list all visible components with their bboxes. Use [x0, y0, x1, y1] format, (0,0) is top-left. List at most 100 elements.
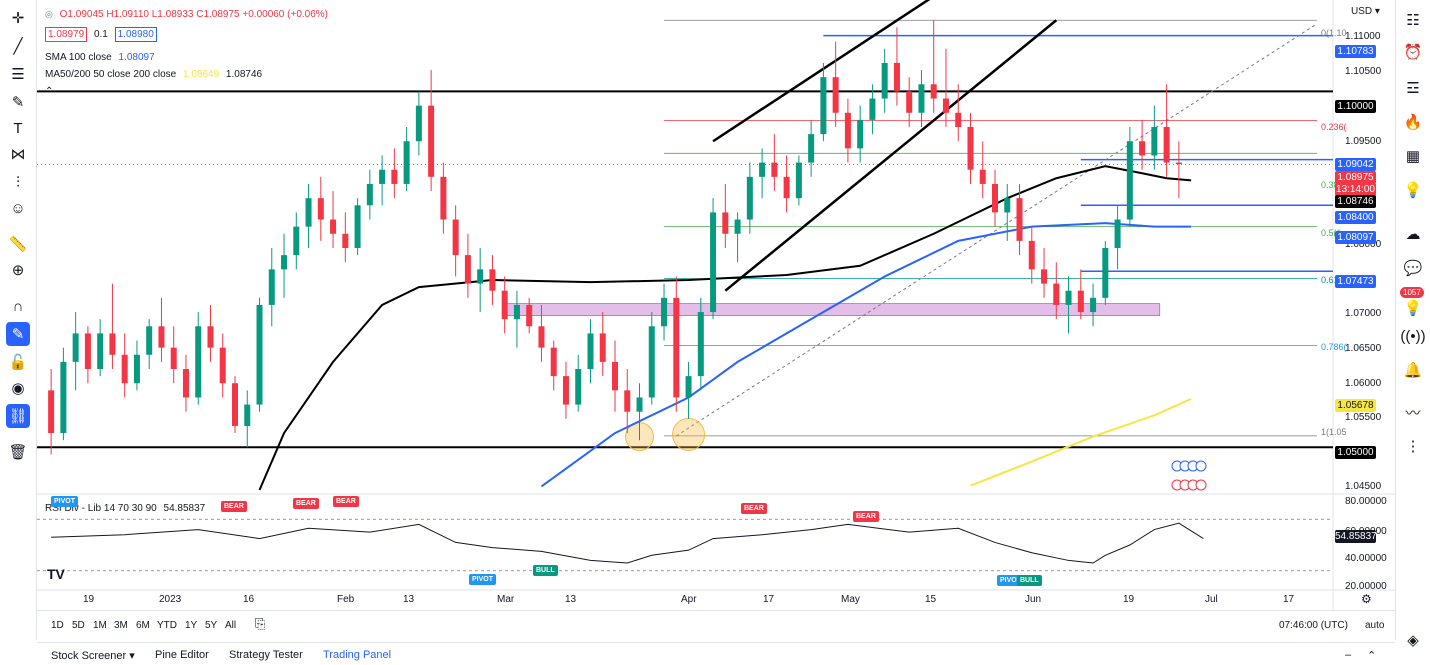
range-button-1m[interactable]: 1M [93, 620, 107, 631]
candle-body [256, 304, 263, 405]
candle-body [795, 162, 802, 199]
broadcast-icon[interactable]: ((•)) [1400, 327, 1426, 345]
layers-icon[interactable]: ◈ [1407, 632, 1419, 649]
settings-gear-icon[interactable]: ⚙ [1361, 592, 1372, 606]
tab-strategy-tester[interactable]: Strategy Tester [229, 649, 303, 661]
price-tag-hline: 1.07473 [1335, 275, 1376, 288]
hotlist-icon[interactable]: 🔥 [1403, 114, 1423, 131]
candle-body [1139, 141, 1146, 156]
x-tick: Mar [497, 594, 515, 605]
emoji-icon[interactable]: ☺ [10, 199, 26, 217]
zoom-in-icon[interactable]: ⊕ [11, 262, 25, 279]
candle-body [440, 176, 447, 220]
calendar-icon[interactable]: ▦ [1405, 148, 1421, 165]
link-icon[interactable]: ⛓ [6, 404, 30, 428]
range-button-1y[interactable]: 1Y [185, 620, 198, 631]
rsi-signal-bull: BULL [1017, 575, 1042, 586]
candle-body [354, 205, 361, 248]
ma-yellow-line [970, 397, 1192, 487]
chat-icon[interactable]: 💬 [1403, 260, 1423, 277]
chevron-up-icon[interactable]: ◎ [45, 9, 53, 19]
candle-body [562, 376, 569, 405]
pattern-icon[interactable]: ⋈ [10, 146, 26, 163]
range-button-ytd[interactable]: YTD [157, 620, 177, 631]
range-button-5y[interactable]: 5Y [205, 620, 218, 631]
price-tag-hline: 1.05000 [1335, 446, 1376, 459]
notifications-icon[interactable]: 💡 [1403, 300, 1423, 317]
candle-body [158, 326, 165, 348]
candle-body [464, 255, 471, 284]
rsi-signal-bull: BULL [533, 565, 558, 576]
candle-body [1041, 269, 1048, 284]
x-tick: 13 [403, 594, 415, 605]
data-window-icon[interactable]: ☲ [1406, 80, 1420, 97]
candle-body [121, 354, 128, 384]
range-button-all[interactable]: All [225, 620, 237, 631]
price-tag-hline: 1.08400 [1335, 211, 1376, 224]
tab-stock-screener[interactable]: Stock Screener ▾ [51, 649, 135, 662]
crosshair-icon[interactable]: ✛ [11, 10, 25, 27]
tradingview-logo-icon[interactable]: TV [47, 566, 65, 582]
ma-label: MA50/200 50 close 200 close [45, 69, 177, 80]
candle-body [685, 376, 692, 398]
x-tick: 13 [565, 594, 577, 605]
alarm-icon[interactable]: ⏰ [1403, 44, 1423, 61]
candle-body [869, 98, 876, 120]
ruler-icon[interactable]: 📏 [8, 236, 28, 253]
price-tag-ma-yellow: 1.05678 [1335, 399, 1376, 412]
tab-pine-editor[interactable]: Pine Editor [155, 649, 209, 661]
x-tick: 17 [1283, 594, 1295, 605]
candle-body [1053, 283, 1060, 305]
watchlist-icon[interactable]: ☷ [1406, 12, 1420, 29]
forecast-icon[interactable]: ⫶ [16, 173, 20, 191]
collapse-legend-icon[interactable]: ⌃ [45, 86, 54, 97]
chart-canvas[interactable] [37, 0, 1395, 610]
candle-body [930, 84, 937, 99]
range-button-6m[interactable]: 6M [136, 620, 150, 631]
candle-body [538, 326, 545, 348]
stay-in-drawing-mode-icon[interactable]: ✎ [6, 322, 30, 346]
fib-retracement-icon[interactable]: ☰ [11, 66, 25, 83]
dom-icon[interactable]: ⋮ [1405, 438, 1421, 455]
range-button-3m[interactable]: 3M [114, 620, 128, 631]
expand-panel-icon[interactable]: ⌃ [1367, 650, 1377, 662]
candle-body [612, 361, 618, 391]
bell-icon[interactable]: 🔔 [1403, 362, 1423, 379]
candle-body [832, 77, 839, 113]
streams-icon[interactable]: ☁ [1405, 226, 1421, 243]
quote-legend: 1.08979 0.1 1.08980 [45, 27, 161, 42]
range-button-1d[interactable]: 1D [51, 620, 64, 631]
trash-icon[interactable]: 🗑 [8, 444, 28, 461]
fib-label-5: 0.5(1. [1321, 228, 1345, 238]
sma-value: 1.08097 [118, 52, 155, 63]
ask-price[interactable]: 1.08980 [114, 27, 157, 42]
chart-pane[interactable]: ◎ O1.09045 H1.09110 L1.08933 C1.08975 +0… [37, 0, 1395, 640]
eye-icon[interactable]: ◉ [11, 380, 25, 397]
range-button-5d[interactable]: 5D [72, 620, 85, 631]
clock-readout[interactable]: 07:46:00 (UTC) [1279, 620, 1348, 631]
fib-label-382: 0.382( [1321, 180, 1347, 190]
minimize-panel-icon[interactable]: – [1345, 649, 1352, 661]
lock-icon[interactable]: 🔓 [8, 354, 28, 371]
auto-scale-button[interactable]: auto [1365, 620, 1385, 631]
ideas-icon[interactable]: 💡 [1403, 182, 1423, 199]
rsi-line [51, 522, 1204, 564]
tab-trading-panel[interactable]: Trading Panel [323, 649, 392, 661]
magnet-icon[interactable]: ∩ [12, 297, 24, 315]
candle-body [170, 347, 177, 369]
candle-body [1004, 198, 1011, 213]
text-icon[interactable]: T [13, 119, 23, 137]
price-tick: 1.04500 [1345, 481, 1382, 492]
ma-legend: MA50/200 50 close 200 close 1.08649 1.08… [45, 69, 266, 80]
trading-icon[interactable]: 〰 [1405, 404, 1421, 422]
goto-date-icon[interactable]: ⎘ [255, 616, 266, 631]
trend-line-icon[interactable]: ╱ [13, 38, 23, 55]
candle-body [146, 326, 153, 355]
price-tag-rsi: 54.85837 [1335, 530, 1377, 543]
brush-icon[interactable]: ✎ [11, 94, 25, 111]
bid-price[interactable]: 1.08979 [45, 27, 88, 42]
currency-selector[interactable]: USD ▾ [1351, 6, 1380, 17]
fib-label-1: 1(1.05 [1321, 427, 1347, 437]
candle-body [648, 326, 655, 398]
candle-body [109, 333, 116, 355]
